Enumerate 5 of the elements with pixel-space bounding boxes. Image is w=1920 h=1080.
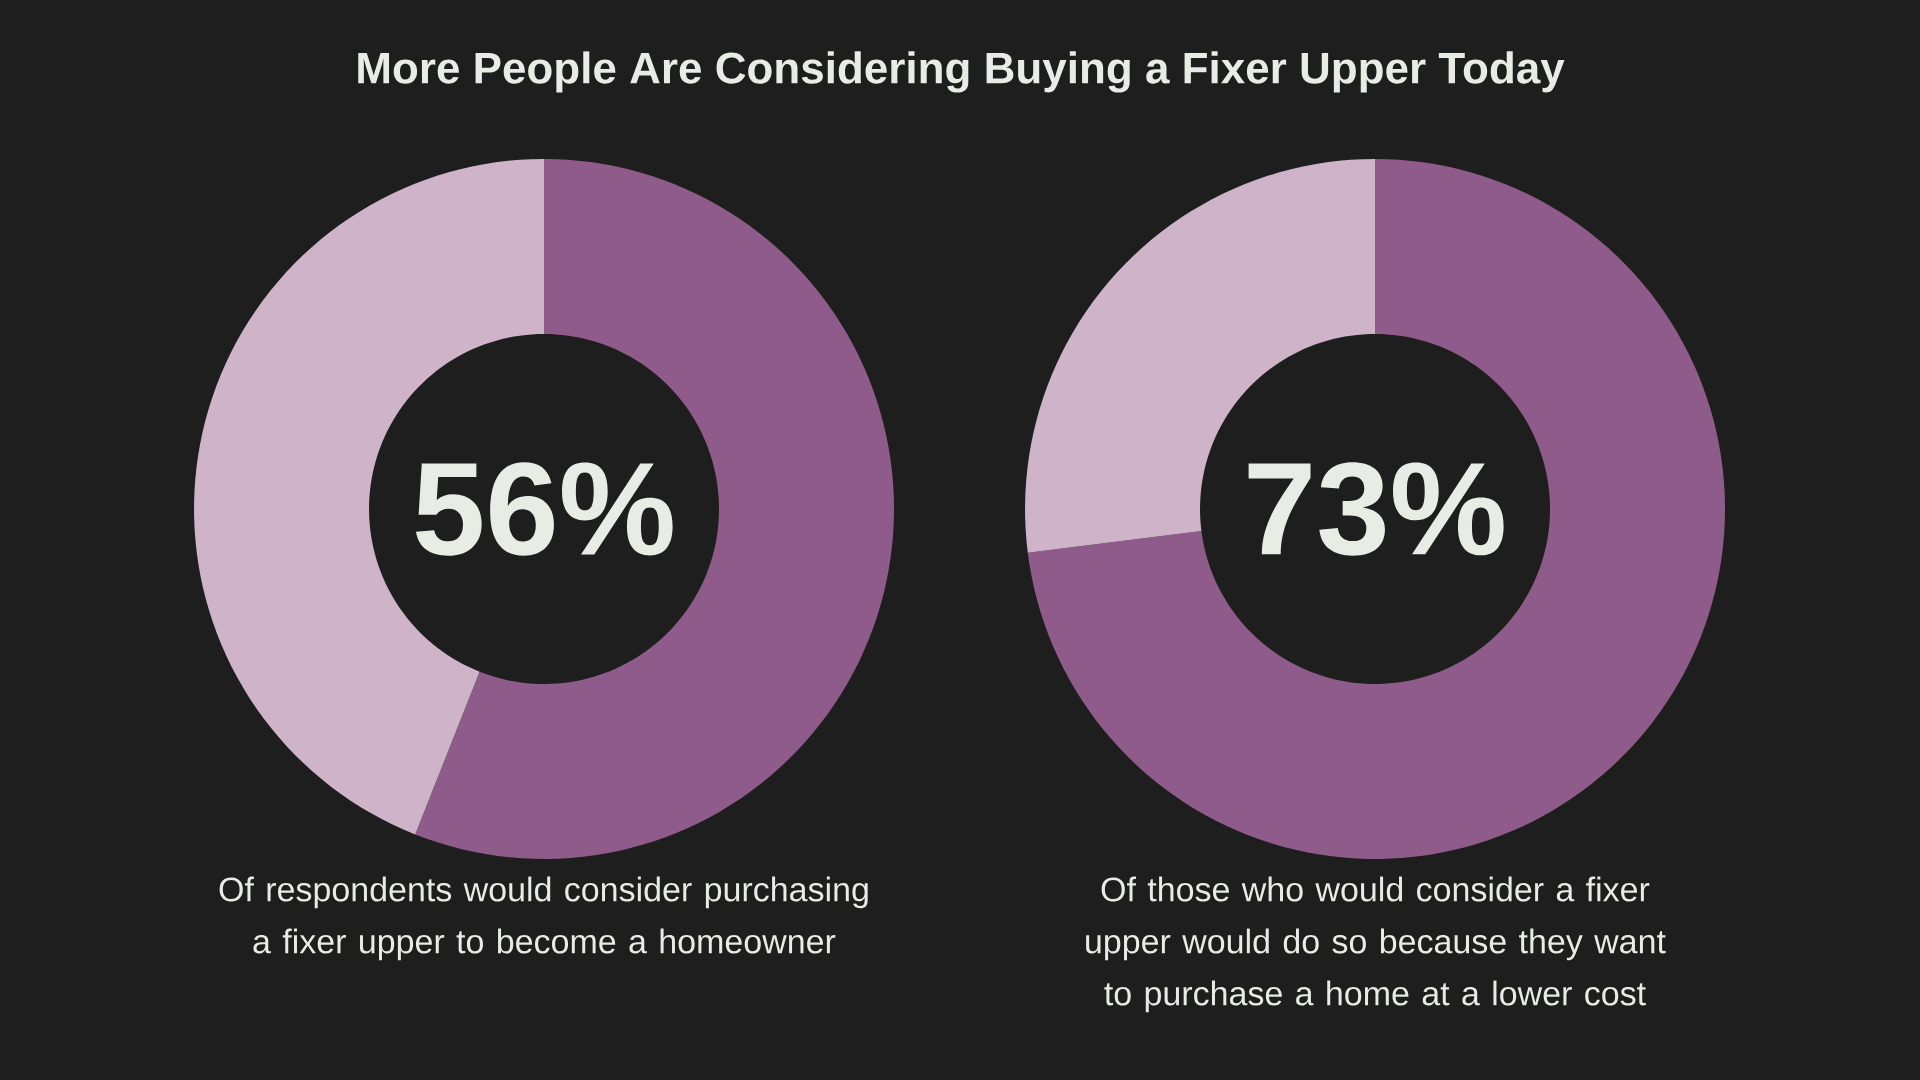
text: Of those who would consider a fixer upper would do so because they want to purchase a home at a lower cost [1086, 876, 1666, 1013]
text: Of respondents would consider purchasing a fixer upper to become a homeowner [219, 876, 868, 961]
data-label: 56% [415, 462, 673, 556]
data-label: 73% [1248, 462, 1504, 556]
chart-title: More People Are Considering Buying a Fixer Upper Today [358, 51, 1565, 93]
